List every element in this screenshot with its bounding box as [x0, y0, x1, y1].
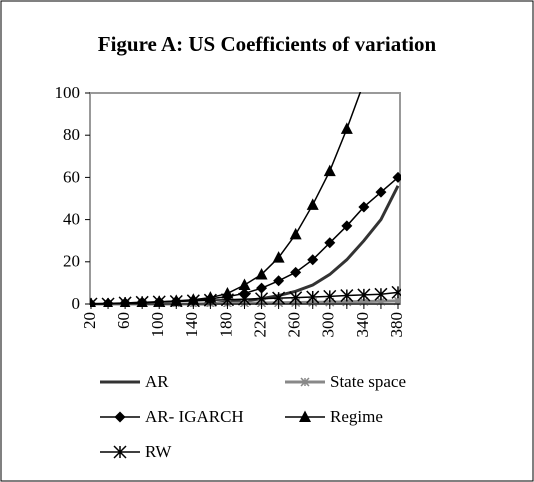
- marker-diamond: [307, 254, 319, 266]
- marker-asterisk: [255, 292, 269, 306]
- marker-triangle: [306, 198, 319, 210]
- marker-asterisk: [340, 289, 354, 303]
- marker-asterisk: [391, 285, 401, 299]
- x-tick-label: 300: [319, 312, 338, 338]
- x-tick-label: 380: [387, 312, 406, 338]
- marker-diamond: [273, 275, 285, 287]
- x-tick-label: 220: [250, 312, 269, 338]
- legend-label: AR: [145, 372, 169, 391]
- x-tick-label: 60: [114, 312, 133, 329]
- marker-triangle: [340, 122, 353, 134]
- marker-star: [376, 296, 386, 306]
- marker-star: [393, 296, 401, 306]
- marker-triangle: [238, 278, 251, 291]
- x-tick-label: 180: [216, 312, 235, 338]
- x-tick-label: 20: [80, 312, 99, 329]
- y-tick-label: 80: [63, 125, 80, 144]
- legend-label: AR- IGARCH: [145, 407, 244, 426]
- marker-asterisk: [289, 291, 303, 305]
- y-tick-label: 20: [63, 252, 80, 271]
- x-tick-label: 260: [285, 312, 304, 338]
- marker-asterisk: [306, 290, 320, 304]
- marker-star: [342, 297, 352, 307]
- marker-triangle: [299, 410, 311, 422]
- x-tick-label: 340: [353, 312, 372, 338]
- marker-diamond: [114, 411, 126, 423]
- y-tick-label: 0: [72, 294, 81, 313]
- marker-diamond: [290, 266, 302, 278]
- marker-diamond: [375, 186, 387, 198]
- marker-star: [300, 377, 310, 387]
- marker-diamond: [324, 237, 336, 249]
- legend-label: RW: [145, 442, 172, 461]
- plot-series: [90, 92, 401, 307]
- x-tick-label: 140: [182, 312, 201, 338]
- marker-asterisk: [323, 289, 337, 303]
- marker-star: [359, 296, 369, 306]
- chart-title: Figure A: US Coefficients of variation: [98, 32, 437, 56]
- marker-asterisk: [357, 288, 371, 302]
- legend-label: Regime: [330, 407, 383, 426]
- marker-diamond: [256, 282, 268, 294]
- x-tick-label: 100: [148, 312, 167, 338]
- marker-triangle: [255, 267, 268, 280]
- marker-diamond: [341, 220, 353, 232]
- marker-triangle: [323, 164, 336, 177]
- marker-asterisk: [113, 445, 127, 459]
- marker-triangle: [289, 227, 302, 240]
- marker-asterisk: [272, 291, 286, 305]
- y-tick-label: 100: [55, 83, 81, 102]
- y-tick-label: 60: [63, 167, 80, 186]
- marker-diamond: [358, 201, 370, 213]
- marker-triangle: [272, 251, 285, 263]
- marker-asterisk: [374, 287, 388, 301]
- legend-label: State space: [330, 372, 406, 391]
- marker-triangle: [221, 286, 234, 299]
- marker-asterisk: [237, 292, 252, 306]
- marker-diamond: [392, 171, 401, 183]
- y-tick-label: 40: [63, 210, 80, 229]
